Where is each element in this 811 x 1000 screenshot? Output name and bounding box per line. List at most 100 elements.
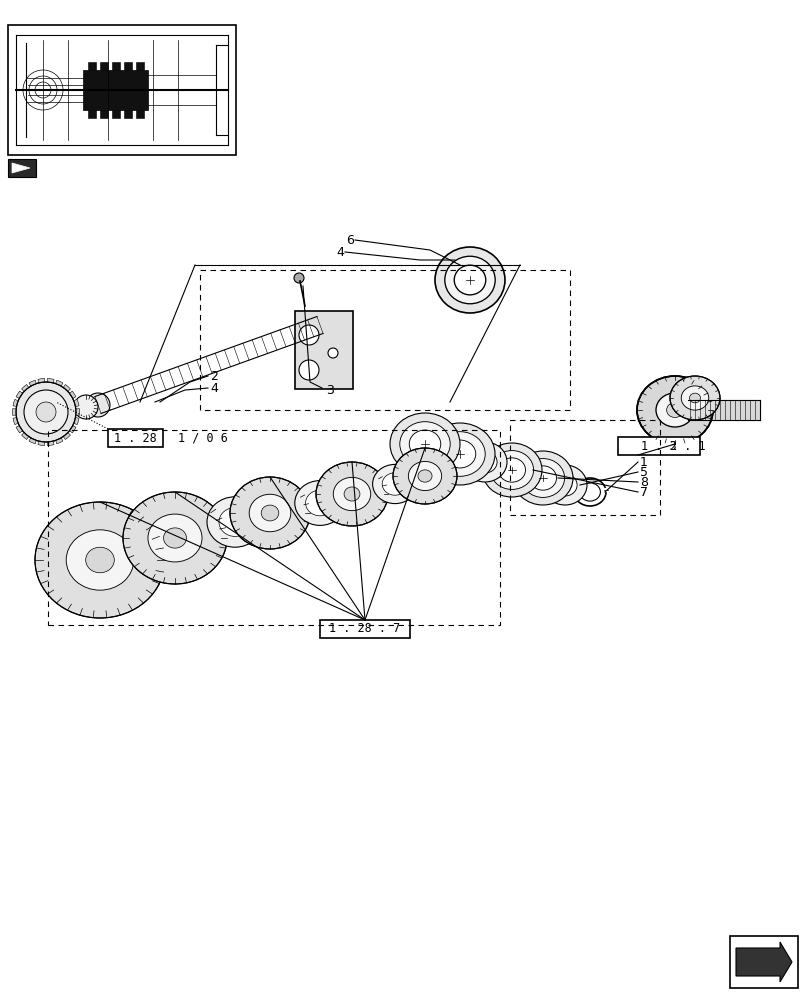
Ellipse shape xyxy=(35,502,165,618)
Bar xyxy=(112,110,120,118)
Polygon shape xyxy=(22,385,28,391)
Text: 8: 8 xyxy=(639,476,647,488)
Circle shape xyxy=(36,402,56,422)
Ellipse shape xyxy=(393,448,457,504)
Ellipse shape xyxy=(207,497,263,547)
Polygon shape xyxy=(63,385,71,391)
Ellipse shape xyxy=(680,386,708,410)
Ellipse shape xyxy=(230,477,310,549)
Bar xyxy=(294,311,353,389)
Text: 6: 6 xyxy=(345,233,354,246)
Circle shape xyxy=(328,348,337,358)
Polygon shape xyxy=(56,438,63,444)
Bar xyxy=(135,62,144,70)
Ellipse shape xyxy=(444,440,475,468)
Circle shape xyxy=(294,273,303,283)
Bar xyxy=(617,437,699,455)
Ellipse shape xyxy=(472,451,496,473)
Text: 1 . 28 . 7: 1 . 28 . 7 xyxy=(329,622,400,636)
Ellipse shape xyxy=(74,395,98,419)
Bar xyxy=(100,62,108,70)
Ellipse shape xyxy=(669,376,719,420)
Ellipse shape xyxy=(122,492,227,584)
Ellipse shape xyxy=(490,451,533,489)
Bar xyxy=(124,110,132,118)
Text: 2 . 1: 2 . 1 xyxy=(669,440,705,452)
Ellipse shape xyxy=(418,470,431,482)
Text: 2: 2 xyxy=(210,369,217,382)
Polygon shape xyxy=(75,409,79,415)
Ellipse shape xyxy=(372,464,417,504)
Ellipse shape xyxy=(655,393,693,427)
Bar xyxy=(100,110,108,118)
Ellipse shape xyxy=(444,256,495,304)
Ellipse shape xyxy=(163,528,187,548)
Polygon shape xyxy=(47,378,54,383)
Ellipse shape xyxy=(409,430,440,458)
Bar xyxy=(83,70,148,110)
Ellipse shape xyxy=(513,451,573,505)
Ellipse shape xyxy=(434,432,485,476)
Bar xyxy=(88,110,96,118)
Text: 1 / 0 6: 1 / 0 6 xyxy=(178,432,228,444)
Ellipse shape xyxy=(86,393,109,417)
Polygon shape xyxy=(38,441,45,446)
Polygon shape xyxy=(16,391,23,398)
Text: 5: 5 xyxy=(639,466,647,479)
Bar xyxy=(8,25,236,155)
Bar xyxy=(135,110,144,118)
Ellipse shape xyxy=(249,494,290,532)
Text: 4: 4 xyxy=(210,381,217,394)
Polygon shape xyxy=(74,418,79,425)
Ellipse shape xyxy=(86,547,114,573)
Bar xyxy=(88,62,96,70)
Bar xyxy=(108,429,163,447)
Polygon shape xyxy=(22,433,28,439)
Ellipse shape xyxy=(482,443,541,497)
Bar xyxy=(124,62,132,70)
Text: 1 . 3: 1 . 3 xyxy=(641,440,676,452)
Circle shape xyxy=(298,360,319,380)
Text: 7: 7 xyxy=(639,486,647,498)
Text: 4: 4 xyxy=(336,245,344,258)
Ellipse shape xyxy=(148,514,202,562)
Text: 3: 3 xyxy=(326,383,333,396)
Ellipse shape xyxy=(689,393,700,403)
Ellipse shape xyxy=(424,423,495,485)
Polygon shape xyxy=(16,426,23,433)
Bar xyxy=(320,620,410,638)
Ellipse shape xyxy=(636,376,712,444)
Ellipse shape xyxy=(389,413,460,475)
Ellipse shape xyxy=(498,458,525,482)
Circle shape xyxy=(24,390,68,434)
Ellipse shape xyxy=(315,462,388,526)
Polygon shape xyxy=(13,399,18,406)
Ellipse shape xyxy=(344,487,359,501)
Ellipse shape xyxy=(435,247,504,313)
Polygon shape xyxy=(38,378,45,383)
Ellipse shape xyxy=(382,473,407,495)
Polygon shape xyxy=(70,391,76,398)
Ellipse shape xyxy=(219,508,251,536)
Polygon shape xyxy=(12,409,16,415)
Bar xyxy=(112,62,120,70)
Polygon shape xyxy=(13,418,18,425)
Polygon shape xyxy=(56,380,63,386)
Text: 1 . 28: 1 . 28 xyxy=(114,432,157,444)
Ellipse shape xyxy=(543,465,586,505)
Ellipse shape xyxy=(294,481,345,525)
Ellipse shape xyxy=(67,530,134,590)
Ellipse shape xyxy=(408,461,441,491)
Polygon shape xyxy=(74,399,79,406)
Ellipse shape xyxy=(261,505,278,521)
Ellipse shape xyxy=(305,490,334,516)
Bar xyxy=(729,936,797,988)
Ellipse shape xyxy=(462,442,506,482)
Ellipse shape xyxy=(666,403,683,417)
Polygon shape xyxy=(735,942,791,982)
Polygon shape xyxy=(29,380,36,386)
Circle shape xyxy=(16,382,76,442)
Ellipse shape xyxy=(552,474,577,496)
Ellipse shape xyxy=(399,422,449,466)
Bar xyxy=(8,159,36,177)
